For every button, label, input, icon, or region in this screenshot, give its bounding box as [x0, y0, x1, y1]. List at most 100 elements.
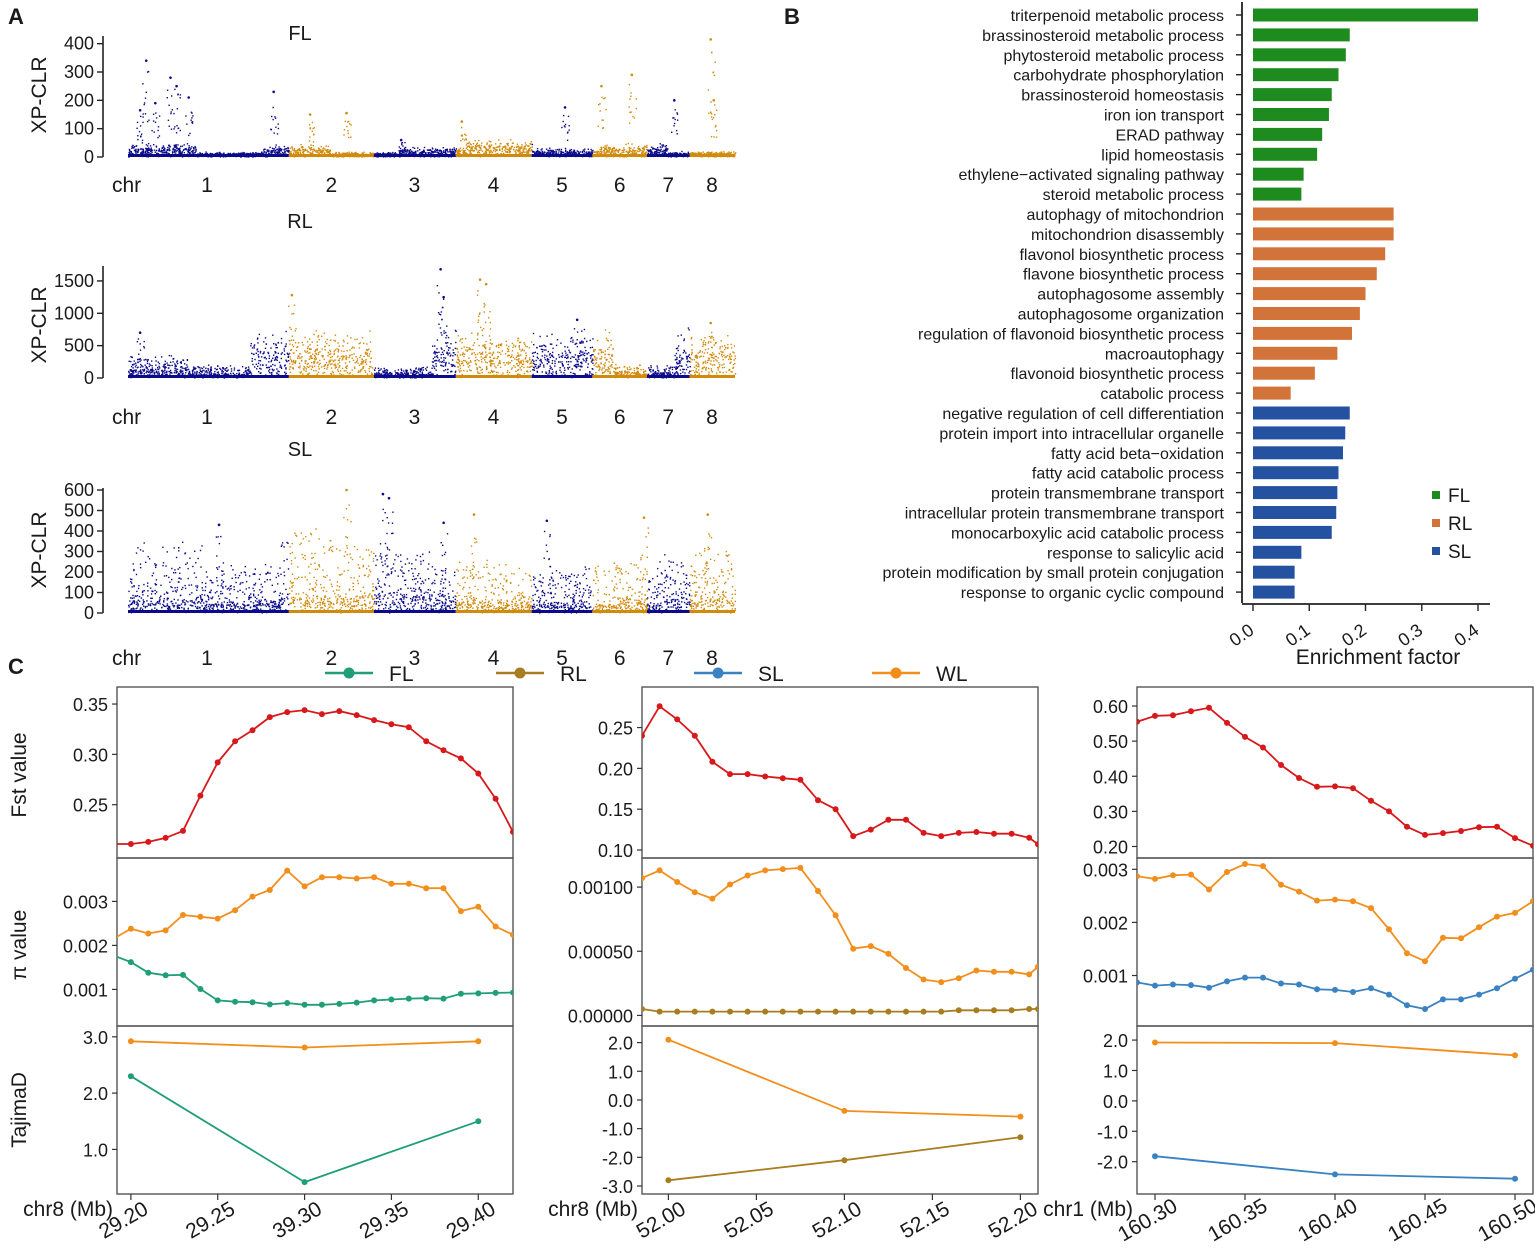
manhattan-point	[574, 373, 576, 375]
manhattan-point	[470, 147, 472, 150]
manhattan-point	[345, 365, 347, 368]
manhattan-point	[523, 366, 525, 369]
manhattan-point	[315, 349, 317, 351]
manhattan-point	[244, 370, 246, 373]
manhattan-point	[481, 329, 483, 331]
manhattan-point	[357, 362, 359, 364]
manhattan-point	[346, 367, 348, 370]
manhattan-point	[167, 367, 170, 369]
manhattan-point	[277, 148, 279, 150]
manhattan-point	[467, 142, 470, 145]
manhattan-point	[401, 371, 403, 374]
manhattan-point	[366, 349, 368, 351]
manhattan-point	[532, 355, 535, 357]
manhattan-point	[156, 152, 158, 154]
manhattan-point	[334, 334, 337, 336]
manhattan-point	[130, 365, 133, 368]
manhattan-point	[468, 361, 470, 364]
manhattan-point	[196, 371, 198, 373]
manhattan-point	[166, 151, 168, 153]
manhattan-point	[543, 366, 545, 368]
manhattan-point	[174, 367, 176, 370]
manhattan-point	[509, 356, 512, 359]
manhattan-point	[519, 146, 521, 149]
manhattan-point	[546, 358, 549, 361]
manhattan-point	[547, 359, 550, 361]
manhattan-point	[434, 149, 436, 152]
manhattan-point	[142, 148, 145, 151]
manhattan-point	[227, 152, 229, 155]
manhattan-point	[182, 370, 184, 372]
manhattan-point	[306, 149, 308, 151]
manhattan-point	[580, 351, 582, 353]
manhattan-point	[324, 152, 326, 154]
manhattan-point	[613, 367, 615, 369]
manhattan-point	[515, 152, 517, 154]
manhattan-point	[445, 152, 447, 155]
manhattan-point	[253, 347, 255, 349]
manhattan-point	[401, 373, 404, 375]
manhattan-point	[480, 353, 483, 355]
manhattan-point	[520, 361, 522, 363]
manhattan-peak-support	[140, 136, 142, 138]
manhattan-point	[564, 356, 566, 358]
manhattan-point	[313, 358, 316, 360]
manhattan-point	[329, 359, 331, 361]
manhattan-point	[454, 365, 456, 368]
manhattan-point	[345, 366, 347, 369]
manhattan-point	[520, 362, 522, 364]
manhattan-point	[564, 152, 566, 155]
manhattan-point	[330, 373, 333, 375]
manhattan-point	[481, 368, 483, 371]
manhattan-peak-support	[461, 134, 463, 136]
manhattan-point	[263, 152, 265, 154]
manhattan-point	[695, 152, 697, 154]
manhattan-peak-support	[460, 140, 462, 142]
manhattan-point	[381, 153, 383, 155]
manhattan-point	[583, 359, 585, 362]
manhattan-point	[601, 152, 603, 154]
manhattan-point	[309, 152, 311, 154]
manhattan-point	[576, 359, 578, 361]
manhattan-peak-support	[143, 103, 145, 106]
manhattan-point	[522, 363, 525, 365]
manhattan-point	[412, 370, 415, 372]
manhattan-point	[605, 147, 607, 149]
manhattan-point	[453, 149, 455, 151]
manhattan-point	[531, 146, 533, 148]
manhattan-peak-point	[272, 90, 275, 94]
manhattan-point	[599, 152, 601, 155]
manhattan-point	[495, 345, 498, 348]
manhattan-point	[224, 372, 227, 374]
manhattan-point	[278, 361, 281, 364]
manhattan-point	[263, 149, 265, 151]
manhattan-point	[528, 152, 530, 154]
manhattan-point	[334, 340, 337, 342]
manhattan-point	[355, 361, 358, 363]
manhattan-point	[397, 369, 400, 371]
manhattan-point	[378, 372, 380, 374]
manhattan-point	[414, 370, 416, 372]
manhattan-point	[727, 152, 729, 155]
manhattan-point	[623, 147, 625, 149]
manhattan-point	[664, 150, 666, 152]
manhattan-point	[552, 152, 554, 154]
manhattan-point	[274, 146, 277, 148]
manhattan-point	[577, 365, 580, 367]
manhattan-point	[185, 372, 187, 374]
manhattan-point	[432, 345, 434, 347]
manhattan-point	[165, 371, 167, 374]
manhattan-point	[365, 360, 367, 363]
manhattan-point	[246, 373, 248, 375]
manhattan-point	[310, 146, 313, 149]
manhattan-point	[419, 370, 421, 372]
manhattan-point	[468, 146, 471, 148]
manhattan-point	[524, 147, 526, 149]
manhattan-point	[339, 357, 341, 360]
manhattan-point	[499, 343, 502, 346]
manhattan-point	[129, 152, 131, 155]
manhattan-point	[452, 349, 454, 351]
manhattan-point	[601, 367, 603, 369]
manhattan-point	[361, 361, 363, 363]
manhattan-point	[592, 149, 594, 152]
